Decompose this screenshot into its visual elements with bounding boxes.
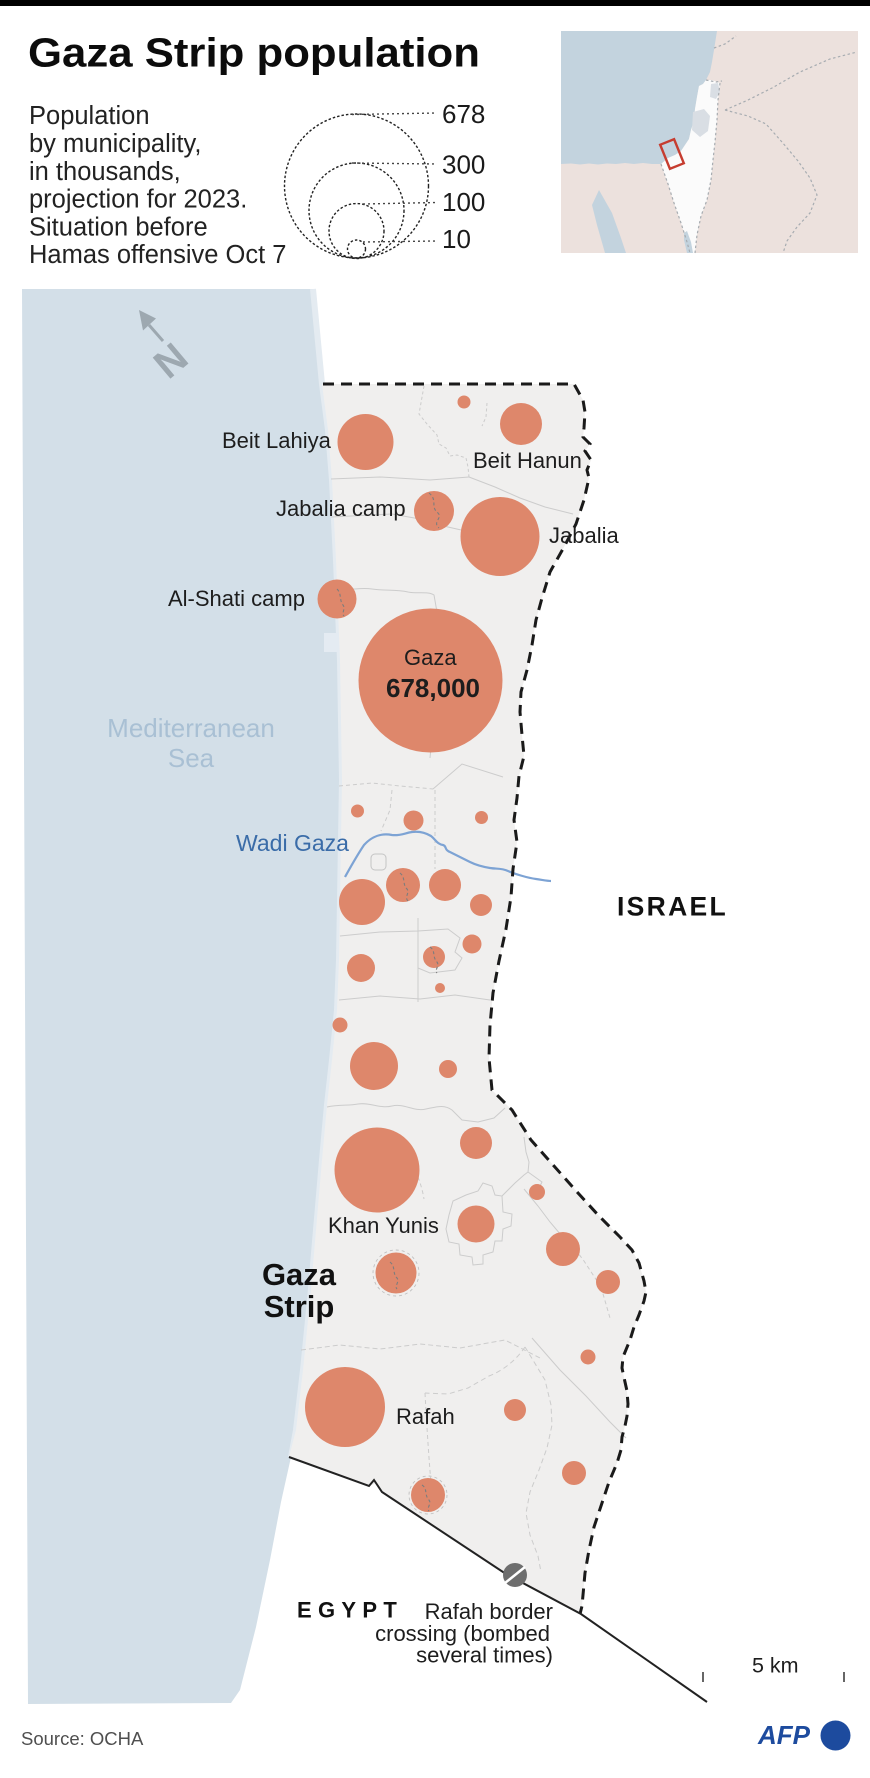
svg-text:Hamas offensive Oct 7: Hamas offensive Oct 7 xyxy=(29,241,286,269)
svg-text:Situation before: Situation before xyxy=(29,214,208,242)
svg-text:678,000: 678,000 xyxy=(386,673,480,703)
svg-text:10: 10 xyxy=(442,224,471,254)
svg-text:Gaza: Gaza xyxy=(262,1257,337,1292)
svg-text:EGYPT: EGYPT xyxy=(297,1598,403,1623)
svg-text:300: 300 xyxy=(442,150,485,180)
svg-text:Khan Yunis: Khan Yunis xyxy=(328,1213,439,1238)
svg-text:678: 678 xyxy=(442,99,485,129)
svg-text:Wadi Gaza: Wadi Gaza xyxy=(236,830,349,856)
svg-text:Population: Population xyxy=(29,102,150,130)
svg-text:Strip: Strip xyxy=(264,1289,335,1324)
svg-text:5 km: 5 km xyxy=(752,1654,799,1678)
svg-text:Jabalia: Jabalia xyxy=(549,523,619,548)
svg-text:ISRAEL: ISRAEL xyxy=(617,892,728,922)
svg-text:AFP: AFP xyxy=(757,1720,811,1750)
svg-text:Source: OCHA: Source: OCHA xyxy=(21,1728,144,1749)
svg-text:Beit Lahiya: Beit Lahiya xyxy=(222,428,332,453)
svg-text:Beit Hanun: Beit Hanun xyxy=(473,448,582,473)
svg-text:100: 100 xyxy=(442,187,485,217)
svg-text:Rafah border: Rafah border xyxy=(425,1599,553,1624)
svg-text:Gaza Strip population: Gaza Strip population xyxy=(28,30,480,76)
svg-text:Al-Shati camp: Al-Shati camp xyxy=(168,586,305,611)
svg-text:projection for 2023.: projection for 2023. xyxy=(29,186,247,214)
svg-text:Mediterranean: Mediterranean xyxy=(107,713,275,743)
svg-text:by municipality,: by municipality, xyxy=(29,130,201,158)
svg-text:Sea: Sea xyxy=(168,743,215,773)
svg-text:Rafah: Rafah xyxy=(396,1404,455,1429)
svg-text:Gaza: Gaza xyxy=(404,645,457,670)
svg-text:several times): several times) xyxy=(416,1643,553,1668)
svg-text:crossing (bombed: crossing (bombed xyxy=(375,1621,550,1646)
svg-text:Jabalia camp: Jabalia camp xyxy=(276,496,406,521)
svg-text:in thousands,: in thousands, xyxy=(29,158,181,186)
